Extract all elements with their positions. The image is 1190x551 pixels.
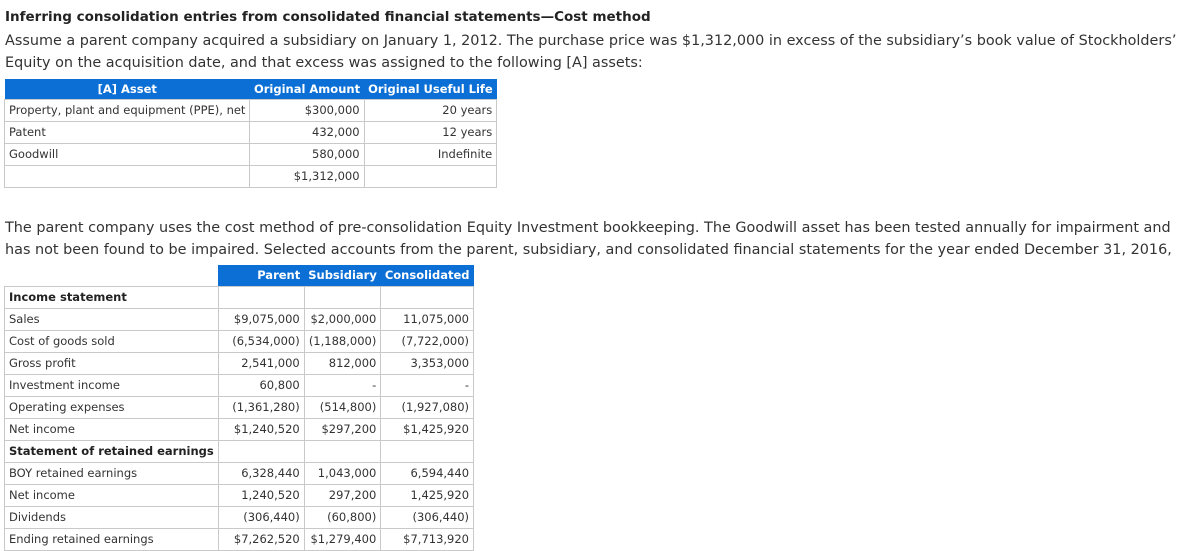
table-row: Investment income 60,800 - -: [4, 373, 475, 397]
consolidated-value: (7,722,000): [380, 329, 475, 353]
empty-cell: [303, 439, 382, 463]
asset-total-label-cell: [3, 164, 251, 188]
table-row: Gross profit 2,541,000 812,000 3,353,000: [4, 351, 475, 375]
asset-life: 12 years: [363, 120, 498, 144]
empty-cell: [380, 285, 475, 309]
asset-life: 20 years: [363, 98, 498, 122]
section-label: Statement of retained earnings: [4, 439, 219, 463]
empty-cell: [217, 285, 305, 309]
parent-value: (306,440): [217, 505, 305, 529]
subsidiary-value: -: [303, 373, 382, 397]
table-row: BOY retained earnings 6,328,440 1,043,00…: [4, 461, 475, 485]
table-row: Cost of goods sold (6,534,000) (1,188,00…: [4, 329, 475, 353]
table-row: Net income 1,240,520 297,200 1,425,920: [4, 483, 475, 507]
intro-paragraph: Assume a parent company acquired a subsi…: [5, 33, 1177, 71]
financial-statements-table: Parent Subsidiary Consolidated Income st…: [4, 265, 475, 551]
account-label: Net income: [4, 417, 219, 441]
table-row: Property, plant and equipment (PPE), net…: [3, 98, 498, 122]
asset-table-header: [A] Asset Original Amount Original Usefu…: [4, 79, 497, 99]
fs-header-blank: [4, 265, 219, 286]
table-row: Dividends (306,440) (60,800) (306,440): [4, 505, 475, 529]
account-label: Operating expenses: [4, 395, 219, 419]
fs-table-header: Parent Subsidiary Consolidated: [4, 265, 474, 286]
page-heading: Inferring consolidation entries from con…: [5, 9, 651, 25]
empty-cell: [380, 439, 475, 463]
consolidated-value: -: [380, 373, 475, 397]
retained-earnings-section: Statement of retained earnings: [4, 439, 475, 463]
consolidated-value: $1,425,920: [380, 417, 475, 441]
asset-total-life-cell: [363, 164, 498, 188]
table-row: Operating expenses (1,361,280) (514,800)…: [4, 395, 475, 419]
consolidated-value: $7,713,920: [380, 527, 475, 551]
account-label: Ending retained earnings: [4, 527, 219, 551]
subsidiary-value: (60,800): [303, 505, 382, 529]
account-label: BOY retained earnings: [4, 461, 219, 485]
table-row: Net income $1,240,520 $297,200 $1,425,92…: [4, 417, 475, 441]
subsidiary-value: 812,000: [303, 351, 382, 375]
fs-header-subsidiary: Subsidiary: [304, 265, 381, 286]
section-label: Income statement: [4, 285, 219, 309]
account-label: Investment income: [4, 373, 219, 397]
account-label: Dividends: [4, 505, 219, 529]
consolidated-value: 6,594,440: [380, 461, 475, 485]
asset-total-amount: $1,312,000: [249, 164, 365, 188]
asset-life: Indefinite: [363, 142, 498, 166]
asset-header-life: Original Useful Life: [364, 79, 497, 99]
asset-table: [A] Asset Original Amount Original Usefu…: [3, 79, 498, 188]
asset-total-row: $1,312,000: [3, 164, 498, 188]
income-statement-section: Income statement: [4, 285, 475, 309]
asset-amount: 432,000: [249, 120, 365, 144]
asset-header-asset: [A] Asset: [4, 79, 250, 99]
table-row: Goodwill 580,000 Indefinite: [3, 142, 498, 166]
account-label: Gross profit: [4, 351, 219, 375]
account-label: Cost of goods sold: [4, 329, 219, 353]
subsidiary-value: (514,800): [303, 395, 382, 419]
asset-amount: 580,000: [249, 142, 365, 166]
parent-value: $1,240,520: [217, 417, 305, 441]
consolidated-value: 3,353,000: [380, 351, 475, 375]
asset-name: Patent: [3, 120, 251, 144]
consolidated-value: 11,075,000: [380, 307, 475, 331]
asset-amount: $300,000: [249, 98, 365, 122]
parent-value: $7,262,520: [217, 527, 305, 551]
parent-value: $9,075,000: [217, 307, 305, 331]
asset-name: Goodwill: [3, 142, 251, 166]
parent-value: 1,240,520: [217, 483, 305, 507]
subsidiary-value: 1,043,000: [303, 461, 382, 485]
parent-value: (1,361,280): [217, 395, 305, 419]
fs-header-parent: Parent: [218, 265, 305, 286]
subsidiary-value: $1,279,400: [303, 527, 382, 551]
parent-value: 2,541,000: [217, 351, 305, 375]
table-row: Sales $9,075,000 $2,000,000 11,075,000: [4, 307, 475, 331]
subsidiary-value: $297,200: [303, 417, 382, 441]
table-row: Ending retained earnings $7,262,520 $1,2…: [4, 527, 475, 551]
subsidiary-value: (1,188,000): [303, 329, 382, 353]
fs-header-consolidated: Consolidated: [380, 265, 474, 286]
empty-cell: [217, 439, 305, 463]
account-label: Net income: [4, 483, 219, 507]
empty-cell: [303, 285, 382, 309]
parent-value: 6,328,440: [217, 461, 305, 485]
consolidated-value: (306,440): [380, 505, 475, 529]
parent-value: 60,800: [217, 373, 305, 397]
subsidiary-value: $2,000,000: [303, 307, 382, 331]
asset-name: Property, plant and equipment (PPE), net: [3, 98, 251, 122]
table-row: Patent 432,000 12 years: [3, 120, 498, 144]
subsidiary-value: 297,200: [303, 483, 382, 507]
asset-header-amount: Original Amount: [249, 79, 365, 99]
account-label: Sales: [4, 307, 219, 331]
parent-value: (6,534,000): [217, 329, 305, 353]
consolidated-value: 1,425,920: [380, 483, 475, 507]
consolidated-value: (1,927,080): [380, 395, 475, 419]
